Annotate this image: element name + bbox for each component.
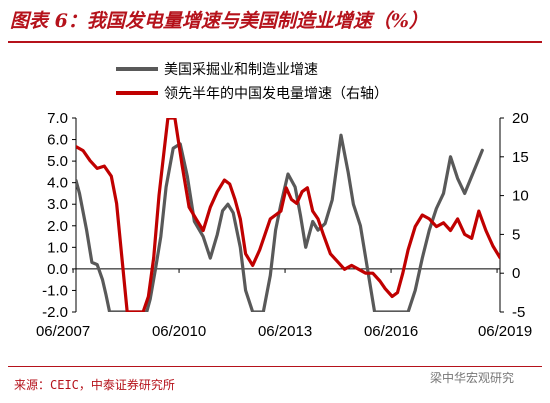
y-right-tick-label: 10 [512, 188, 529, 205]
y-left-tick-label: -2.0 [42, 304, 68, 321]
y-left-tick-label: 1.0 [47, 239, 68, 256]
watermark: 梁中华宏观研究 [430, 371, 515, 385]
legend-label-1: 美国采掘业和制造业增速 [164, 62, 318, 78]
x-tick-label: 06/2007 [36, 323, 90, 340]
y-left-tick-label: 4.0 [47, 175, 68, 192]
chart-title: 图表 6：我国发电量增速与美国制造业增速（%） [10, 10, 428, 32]
series-line-2 [76, 118, 500, 312]
x-tick-label: 06/2010 [152, 323, 206, 340]
x-tick-label: 06/2013 [258, 323, 312, 340]
y-left-tick-label: 0.0 [47, 261, 68, 278]
y-right-tick-label: 15 [512, 149, 529, 166]
y-right-tick-label: 0 [512, 265, 520, 282]
y-left-tick-label: -1.0 [42, 282, 68, 299]
legend-label-2: 领先半年的中国发电量增速（右轴） [164, 86, 388, 102]
series-line-1 [76, 133, 484, 312]
source-note: 来源：CEIC，中泰证券研究所 [14, 378, 175, 392]
y-left-tick-label: 5.0 [47, 153, 68, 170]
footer-divider [8, 366, 542, 367]
title-divider [8, 41, 542, 43]
y-right-tick-label: 20 [512, 110, 529, 127]
y-right-tick-label: 5 [512, 226, 520, 243]
y-left-tick-label: 6.0 [47, 132, 68, 149]
y-left-tick-label: 3.0 [47, 196, 68, 213]
x-tick-label: 06/2016 [364, 323, 418, 340]
y-left-tick-label: 2.0 [47, 218, 68, 235]
y-left-tick-label: 7.0 [47, 110, 68, 127]
x-tick-label: 06/2019 [478, 323, 532, 340]
y-right-tick-label: -5 [512, 304, 525, 321]
